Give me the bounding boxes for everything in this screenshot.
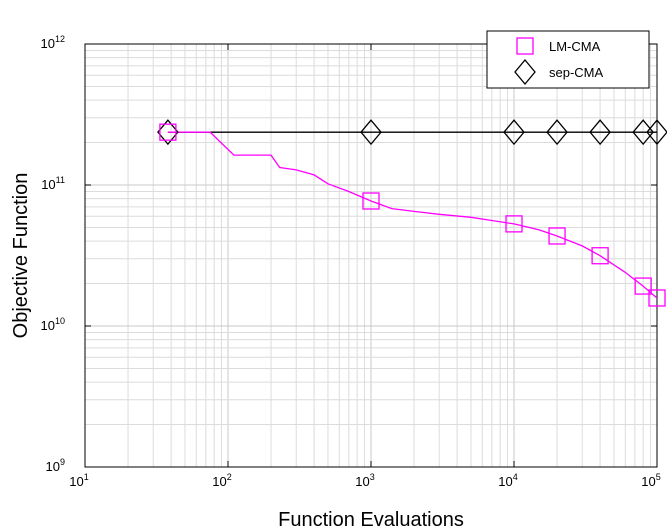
series-marker-sep-cma: [503, 119, 525, 146]
y-tick-label: 1012: [41, 34, 65, 51]
series-marker-lm-cma: [548, 227, 566, 245]
series-marker-lm-cma: [505, 215, 523, 233]
axes: 101 102 103 104 105 109 1010 1011 1012: [41, 34, 661, 489]
series-marker-sep-cma: [646, 119, 667, 146]
y-tick-label: 1010: [41, 316, 65, 333]
series-marker-sep-cma: [589, 119, 611, 146]
x-tick-label: 102: [212, 472, 231, 489]
series-marker-sep-cma: [546, 119, 568, 146]
series-marker-lm-cma: [591, 247, 609, 265]
x-tick-label: 101: [69, 472, 88, 489]
legend-label-lm-cma: LM-CMA: [549, 39, 601, 54]
x-tick-label: 104: [498, 472, 517, 489]
series-marker-lm-cma: [159, 123, 177, 141]
y-tick-label: 1011: [41, 175, 65, 192]
legend-box: [486, 30, 650, 89]
series-line-lm-cma: [167, 131, 658, 299]
y-tick-label: 109: [46, 457, 65, 474]
x-axis-label: Function Evaluations: [278, 509, 464, 531]
y-axis-label: Objective Function: [10, 173, 32, 339]
series-marker-lm-cma: [648, 289, 666, 307]
legend: LM-CMA sep-CMA: [486, 30, 650, 89]
legend-marker-lm-cma: [516, 37, 534, 55]
series-layer: [157, 119, 667, 307]
x-tick-label: 103: [355, 472, 374, 489]
x-tick-label: 105: [641, 472, 660, 489]
series-marker-lm-cma: [362, 192, 380, 210]
grid-lines: [85, 44, 657, 467]
legend-label-sep-cma: sep-CMA: [549, 65, 604, 80]
series-marker-lm-cma: [634, 277, 652, 295]
legend-marker-sep-cma: [514, 58, 536, 86]
series-marker-sep-cma: [157, 119, 179, 146]
series-marker-sep-cma: [360, 119, 382, 146]
